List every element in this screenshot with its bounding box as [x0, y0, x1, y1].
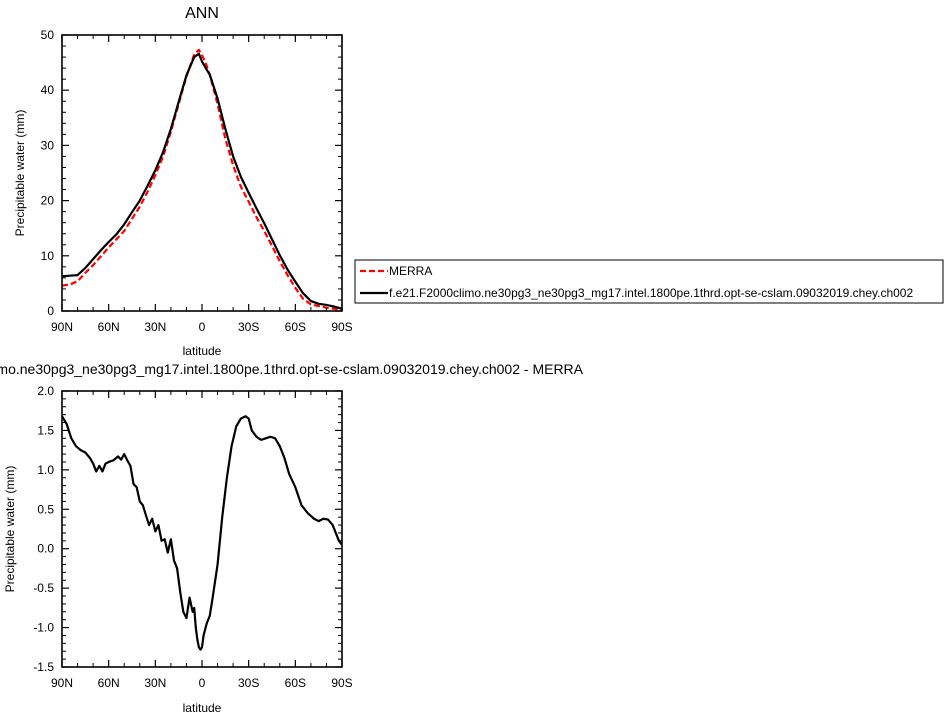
top-x-tick-label: 60N [98, 320, 120, 334]
legend-label-model: f.e21.F2000climo.ne30pg3_ne30pg3_mg17.in… [389, 286, 913, 300]
top-y-tick-label: 10 [41, 249, 55, 263]
bottom-series-0-line [62, 415, 342, 651]
bottom-y-axis-label: Precipitable water (mm) [3, 466, 17, 593]
top-y-tick-label: 50 [41, 28, 55, 42]
bottom-x-tick-label: 30N [144, 676, 166, 690]
top-x-tick-label: 30N [144, 320, 166, 334]
bottom-x-tick-label: 0 [199, 676, 206, 690]
top-y-axis-label: Precipitable water (mm) [13, 110, 27, 237]
top-y-tick-label: 40 [41, 83, 55, 97]
top-x-tick-label: 30S [238, 320, 259, 334]
top-x-tick-label: 60S [285, 320, 306, 334]
bottom-x-tick-label: 30S [238, 676, 259, 690]
top-y-tick-label: 30 [41, 138, 55, 152]
legend-label-merra: MERRA [389, 264, 432, 278]
bottom-x-tick-label: 60S [285, 676, 306, 690]
bottom-y-tick-label: 1.0 [37, 463, 54, 477]
bottom-y-tick-label: -0.5 [33, 581, 54, 595]
top-x-tick-label: 0 [199, 320, 206, 334]
bottom-y-tick-label: 0.0 [37, 542, 54, 556]
bottom-chart-title: f.e21.F2000climo.ne30pg3_ne30pg3_mg17.in… [0, 361, 584, 377]
top-x-tick-label: 90S [331, 320, 352, 334]
top-chart-title: ANN [185, 5, 219, 22]
bottom-panel: f.e21.F2000climo.ne30pg3_ne30pg3_mg17.in… [0, 361, 584, 715]
top-series-1-line [62, 52, 342, 310]
top-x-axis-label: latitude [183, 344, 222, 358]
bottom-x-tick-label: 60N [98, 676, 120, 690]
bottom-y-tick-label: 1.5 [37, 423, 54, 437]
bottom-y-tick-label: -1.0 [33, 621, 54, 635]
top-x-tick-label: 90N [51, 320, 73, 334]
top-panel: ANN Precipitable water (mm) latitude 90N… [13, 5, 353, 358]
bottom-y-tick-label: -1.5 [33, 660, 54, 674]
bottom-plot-area: 90N 60N 30N 0 30S 60S 90S 2.0 1.5 1.0 0.5 0.0 -0.5 -1… [33, 384, 352, 690]
bottom-x-tick-label: 90S [331, 676, 352, 690]
top-plot-frame [61, 34, 343, 312]
legend: MERRA f.e21.F2000climo.ne30pg3_ne30pg3_m… [354, 259, 944, 304]
top-series-0-line [62, 48, 342, 311]
bottom-x-axis-label: latitude [183, 701, 222, 715]
bottom-x-tick-label: 90N [51, 676, 73, 690]
top-y-tick-label: 20 [41, 194, 55, 208]
bottom-y-tick-label: 2.0 [37, 384, 54, 398]
top-y-tick-label: 0 [47, 304, 54, 318]
top-plot-area: 90N 60N 30N 0 30S 60S 90S 0 10 20 30 40 50 [41, 28, 353, 334]
bottom-y-tick-label: 0.5 [37, 502, 54, 516]
legend-box [354, 259, 944, 304]
bottom-plot-frame [61, 390, 343, 668]
